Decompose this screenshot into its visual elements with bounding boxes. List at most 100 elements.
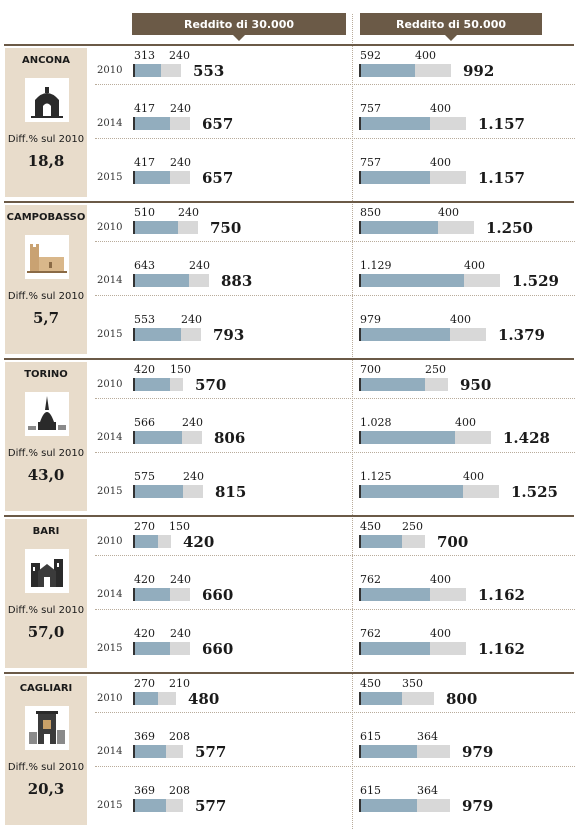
total-label: 750: [210, 219, 242, 237]
value-label-extra: 150: [169, 520, 190, 533]
bar-segment-extra: [170, 171, 190, 184]
bar-segment-extra: [430, 171, 466, 184]
city-panel: CAGLIARI Diff.% sul 2010 20,3: [5, 676, 87, 825]
total-label: 1.162: [478, 586, 525, 604]
value-label-extra: 210: [169, 677, 190, 690]
value-label-extra: 400: [430, 573, 451, 586]
stacked-bar: [359, 221, 474, 234]
value-label-extra: 250: [402, 520, 423, 533]
total-label: 815: [215, 483, 247, 501]
total-label: 806: [214, 429, 246, 447]
city-name: CAMPOBASSO: [6, 212, 86, 223]
diff-value: 20,3: [27, 780, 65, 798]
value-label-main: 420: [134, 573, 155, 586]
stacked-bar: [359, 588, 466, 601]
stacked-bar: [133, 171, 190, 184]
value-label-main: 313: [134, 49, 155, 62]
bar-segment-extra: [417, 745, 450, 758]
bar-segment-main: [361, 692, 402, 705]
bar-segment-main: [135, 64, 161, 77]
bar-segment-main: [135, 799, 166, 812]
stacked-bar: [359, 64, 451, 77]
year-label: 2014: [97, 275, 123, 286]
value-label-extra: 350: [402, 677, 423, 690]
cagliari-tower-icon: [25, 706, 69, 750]
total-label: 660: [202, 586, 234, 604]
total-label: 992: [463, 62, 495, 80]
row-divider: [95, 398, 575, 399]
bar-segment-main: [135, 171, 170, 184]
value-label-main: 417: [134, 156, 155, 169]
total-label: 1.157: [478, 169, 525, 187]
value-label-main: 420: [134, 363, 155, 376]
diff-value: 43,0: [27, 466, 65, 484]
campobasso-castle-icon: [25, 235, 69, 279]
bar-segment-main: [135, 588, 170, 601]
bar-segment-extra: [161, 64, 181, 77]
city-name: BARI: [32, 526, 60, 537]
bar-segment-main: [361, 64, 415, 77]
stacked-bar: [359, 431, 491, 444]
bar-segment-extra: [170, 642, 190, 655]
value-label-extra: 208: [169, 784, 190, 797]
city-block: ANCONA Diff.% sul 2010 18,8 2010 313 240 553 59…: [0, 44, 578, 201]
year-label: 2015: [97, 172, 123, 183]
stacked-bar: [359, 117, 466, 130]
column-divider: [352, 14, 353, 829]
header-reddito-30000: Reddito di 30.000: [132, 13, 346, 41]
ancona-landmark-icon: [25, 78, 69, 122]
value-label-main: 369: [134, 730, 155, 743]
bar-segment-extra: [170, 117, 190, 130]
city-panel: CAMPOBASSO Diff.% sul 2010 5,7: [5, 205, 87, 354]
city-panel: ANCONA Diff.% sul 2010 18,8: [5, 48, 87, 197]
row-divider: [95, 295, 575, 296]
row-divider: [95, 766, 575, 767]
stacked-bar: [359, 274, 500, 287]
city-name: TORINO: [24, 369, 68, 380]
year-label: 2014: [97, 118, 123, 129]
total-label: 883: [221, 272, 253, 290]
value-label-extra: 400: [463, 470, 484, 483]
city-block: CAGLIARI Diff.% sul 2010 20,3 2010 270 210 480…: [0, 672, 578, 829]
bar-segment-extra: [417, 799, 450, 812]
stacked-bar: [133, 221, 198, 234]
total-label: 480: [188, 690, 220, 708]
row-divider: [95, 555, 575, 556]
stacked-bar: [133, 378, 183, 391]
total-label: 657: [202, 169, 234, 187]
diff-label: Diff.% sul 2010: [7, 605, 85, 616]
city-name: CAGLIARI: [19, 683, 73, 694]
value-label-main: 850: [360, 206, 381, 219]
total-label: 577: [195, 743, 227, 761]
value-label-main: 592: [360, 49, 381, 62]
bar-segment-main: [135, 692, 158, 705]
bar-segment-main: [135, 485, 183, 498]
bar-segment-extra: [450, 328, 486, 341]
value-label-extra: 240: [181, 313, 202, 326]
city-divider: [4, 44, 574, 46]
value-label-extra: 400: [430, 156, 451, 169]
bar-segment-main: [135, 431, 182, 444]
value-label-extra: 400: [450, 313, 471, 326]
city-divider: [4, 672, 574, 674]
bar-segment-extra: [182, 431, 202, 444]
bar-segment-main: [135, 117, 170, 130]
city-panel: BARI Diff.% sul 2010 57,0: [5, 519, 87, 668]
row-divider: [95, 84, 575, 85]
year-label: 2014: [97, 432, 123, 443]
bar-segment-extra: [455, 431, 491, 444]
value-label-main: 700: [360, 363, 381, 376]
total-label: 950: [460, 376, 492, 394]
bar-segment-main: [135, 378, 170, 391]
bar-segment-extra: [166, 799, 183, 812]
city-panel: TORINO Diff.% sul 2010 43,0: [5, 362, 87, 511]
bar-segment-extra: [183, 485, 203, 498]
year-label: 2010: [97, 693, 123, 704]
row-divider: [95, 609, 575, 610]
stacked-bar: [359, 799, 450, 812]
bar-segment-main: [361, 274, 464, 287]
stacked-bar: [133, 642, 190, 655]
total-label: 700: [437, 533, 469, 551]
value-label-extra: 208: [169, 730, 190, 743]
value-label-extra: 240: [169, 49, 190, 62]
